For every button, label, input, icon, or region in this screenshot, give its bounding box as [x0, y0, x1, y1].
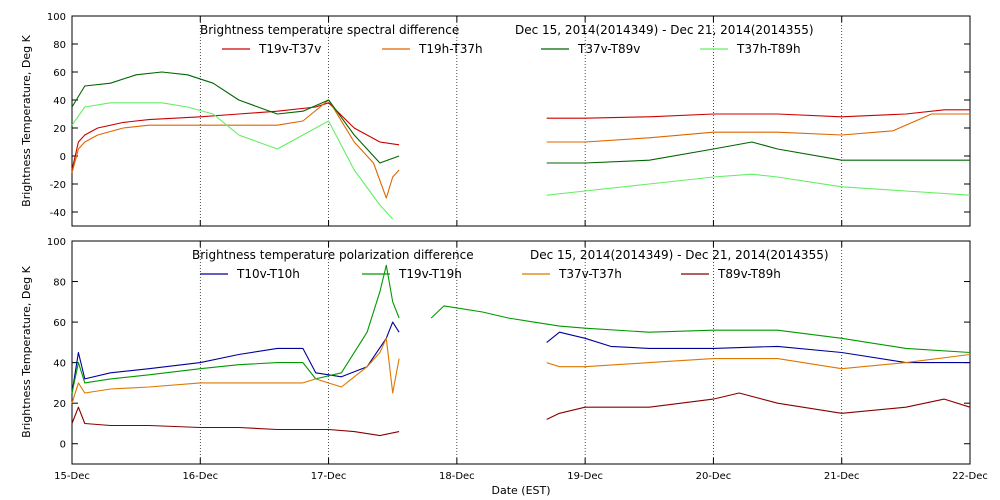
y-tick-label: 60	[53, 68, 66, 79]
y-tick-label: 80	[53, 278, 66, 289]
panel-spectral: -40 -20 0 20 40 60 80 100 Brightness temperatur…	[20, 12, 971, 227]
chart-title: Brightness temperature polarization diff…	[192, 248, 474, 262]
x-tick-label: 15-Dec	[54, 471, 90, 482]
legend-label: T89v-T89h	[717, 267, 781, 281]
series-line-t37v-t89v	[546, 141, 970, 164]
legend-label: T37v-T89v	[577, 42, 640, 56]
legend-label: T37h-T89h	[736, 42, 801, 56]
series-line-t19h-t37h	[546, 113, 970, 143]
y-tick-label: 60	[53, 318, 66, 329]
y-tick-label: 20	[53, 124, 66, 135]
series-line-t89v-t89h	[546, 392, 971, 420]
series-line-t37v-t37h	[71, 337, 400, 404]
y-tick-label: -20	[50, 180, 66, 191]
legend-label: T19v-T37v	[258, 42, 321, 56]
y-tick-label: 40	[53, 359, 66, 370]
chart-title: Brightness temperature spectral differen…	[200, 23, 459, 37]
series-line-t19v-t37v	[71, 102, 400, 171]
x-tick-label: 19-Dec	[567, 471, 603, 482]
series-line-t19h-t37h	[71, 99, 400, 199]
y-tick-label: -40	[50, 208, 66, 219]
legend-label: T10v-T10h	[236, 267, 300, 281]
y-tick-label: 0	[60, 152, 66, 163]
y-axis-ticks: 0 20 40 60 80 100	[47, 237, 970, 451]
series-lines	[71, 264, 971, 437]
y-tick-label: 80	[53, 40, 66, 51]
legend-label: T19v-T19h	[398, 267, 462, 281]
x-tick-label: 18-Dec	[439, 471, 475, 482]
series-line-t19v-t19h	[430, 305, 971, 354]
chart-date-range: Dec 15, 2014(2014349) - Dec 21, 2014(201…	[530, 248, 829, 262]
x-tick-label: 21-Dec	[824, 471, 860, 482]
y-axis-label: Brightness Temperature, Deg K	[20, 34, 33, 206]
series-line-t10v-t10h	[546, 331, 970, 364]
legend: T10v-T10h T19v-T19h T37v-T37h T89v-T89h	[200, 267, 781, 281]
y-axis-label: Brightness Temperature, Deg K	[20, 265, 33, 437]
x-axis-ticks	[71, 16, 971, 226]
x-axis-label: Date (EST)	[491, 484, 550, 497]
series-line-t37h-t89h	[71, 102, 394, 220]
x-tick-label: 20-Dec	[696, 471, 732, 482]
x-axis-ticks: 15-Dec 16-Dec 17-Dec 18-Dec 19-Dec 20-Dec 21-D…	[54, 241, 988, 482]
x-tick-label: 22-Dec	[952, 471, 988, 482]
series-lines	[71, 71, 971, 220]
y-tick-label: 20	[53, 399, 66, 410]
legend: T19v-T37v T19h-T37h T37v-T89v T37h-T89h	[222, 42, 801, 56]
series-line-t37v-t37h	[546, 353, 971, 370]
legend-label: T37v-T37h	[558, 267, 622, 281]
series-line-t19v-t37v	[546, 109, 970, 119]
y-tick-label: 0	[60, 440, 66, 451]
y-tick-label: 100	[47, 12, 66, 23]
x-tick-label: 16-Dec	[182, 471, 218, 482]
plot-frame	[71, 15, 971, 227]
chart-date-range: Dec 15, 2014(2014349) - Dec 21, 2014(201…	[515, 23, 814, 37]
series-line-t37h-t89h	[546, 173, 971, 196]
y-tick-label: 100	[47, 237, 66, 248]
series-line-t10v-t10h	[71, 321, 400, 394]
y-axis-ticks: -40 -20 0 20 40 60 80 100	[47, 12, 970, 219]
series-line-t89v-t89h	[71, 406, 400, 437]
legend-label: T19h-T37h	[418, 42, 483, 56]
y-tick-label: 40	[53, 96, 66, 107]
series-line-t19v-t19h	[71, 264, 400, 394]
panel-polarization: 0 20 40 60 80 100 15-Dec 16-Dec 17-Dec 18-Dec 19-…	[20, 237, 988, 482]
series-line-t37v-t89v	[71, 71, 400, 164]
x-tick-label: 17-Dec	[311, 471, 347, 482]
